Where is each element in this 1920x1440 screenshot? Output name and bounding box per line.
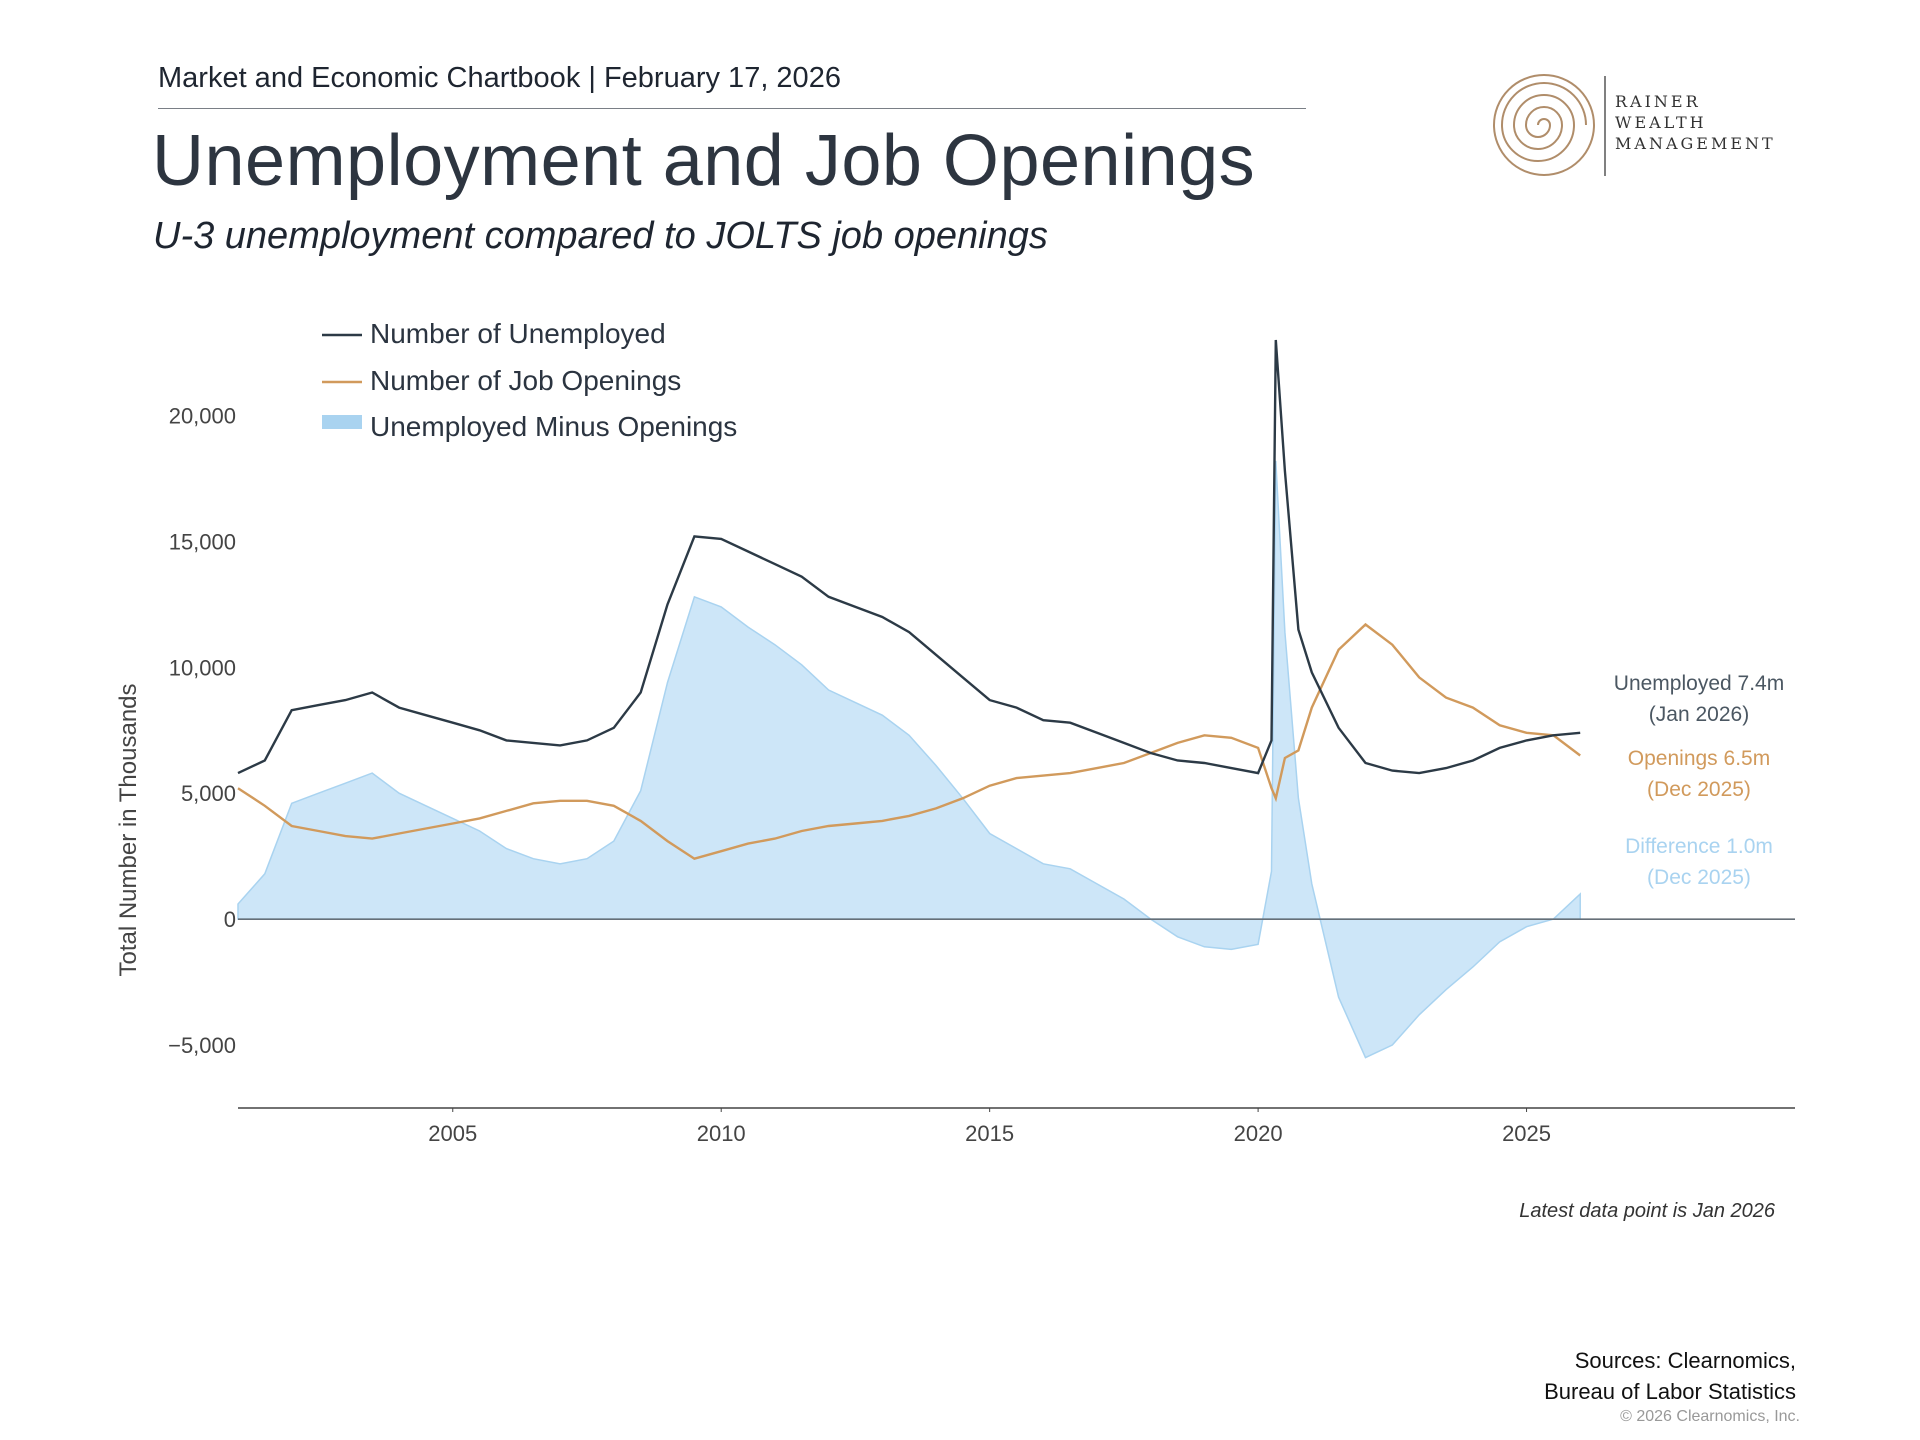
page-subtitle: U-3 unemployment compared to JOLTS job o… (153, 215, 1048, 257)
y-tick-label: 0 (224, 907, 236, 932)
sources: Sources: Clearnomics, Bureau of Labor St… (1544, 1348, 1796, 1404)
logo-wordmark: RAINER WEALTH MANAGEMENT (1615, 92, 1776, 153)
annotation-label: Unemployed 7.4m (1614, 672, 1784, 695)
legend-label: Number of Job Openings (370, 365, 681, 396)
annotation-label: Openings 6.5m (1628, 747, 1770, 770)
annotation-date: (Dec 2025) (1647, 866, 1751, 889)
y-tick-label: 10,000 (169, 655, 236, 680)
x-tick-label: 2015 (965, 1121, 1014, 1146)
y-tick-label: 15,000 (169, 529, 236, 554)
y-tick-label: 20,000 (169, 404, 236, 429)
y-tick-label: −5,000 (168, 1033, 236, 1058)
logo-spiral-icon (1493, 74, 1606, 176)
legend-swatch (322, 415, 362, 429)
page-title: Unemployment and Job Openings (152, 121, 1256, 201)
openings-line (237, 622, 1581, 861)
difference-area (237, 460, 1581, 1059)
annotation-label: Difference 1.0m (1625, 835, 1773, 858)
header-divider (158, 108, 1306, 109)
x-tick-label: 2005 (428, 1121, 477, 1146)
latest-data-note: Latest data point is Jan 2026 (1519, 1200, 1776, 1222)
legend-label: Number of Unemployed (370, 318, 666, 349)
x-tick-label: 2010 (697, 1121, 746, 1146)
x-tick-label: 2020 (1234, 1121, 1283, 1146)
chartbook-header: Market and Economic Chartbook | February… (158, 62, 841, 94)
annotation-date: (Jan 2026) (1649, 703, 1749, 726)
x-tick-label: 2025 (1502, 1121, 1551, 1146)
y-tick-label: 5,000 (181, 781, 236, 806)
legend-label: Unemployed Minus Openings (370, 411, 737, 442)
y-axis-label: Total Number in Thousands (115, 683, 142, 976)
unemployed-line (237, 339, 1581, 775)
annotation-date: (Dec 2025) (1647, 778, 1751, 801)
copyright: © 2026 Clearnomics, Inc. (1620, 1408, 1800, 1425)
